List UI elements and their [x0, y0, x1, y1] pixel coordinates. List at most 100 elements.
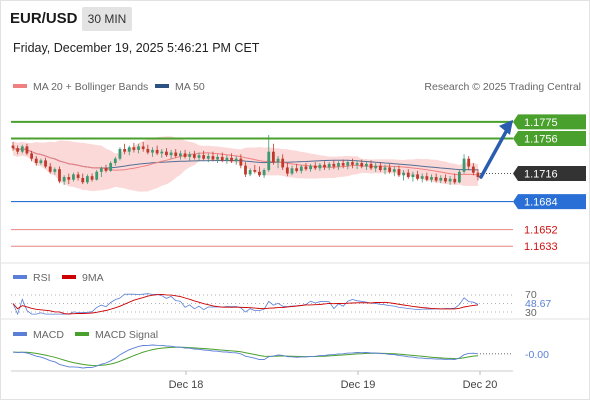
candle-body: [95, 171, 99, 180]
candle-body: [313, 165, 317, 169]
candle-body: [341, 163, 345, 166]
candle-body: [360, 163, 364, 167]
rsi-ma-legend-label: 9MA: [82, 272, 104, 284]
candle: [11, 142, 15, 151]
candle: [179, 150, 182, 160]
level-layer: 1.1775 1.1756 1.1716 1.1684 1.1652 1.1633: [11, 114, 586, 253]
candle-body: [388, 167, 392, 172]
candle-body: [383, 167, 387, 171]
candle: [248, 168, 252, 177]
candle-body: [206, 156, 210, 159]
candle-body: [192, 154, 196, 158]
candle: [81, 173, 85, 185]
candle-body: [448, 178, 452, 182]
candle-body: [439, 177, 443, 181]
candle: [151, 147, 154, 157]
level-1.1775: 1.1775: [11, 114, 586, 130]
timestamp: Friday, December 19, 2025 5:46:21 PM CET: [13, 41, 260, 55]
candle-body: [141, 146, 145, 150]
ma50-legend-label: MA 50: [175, 81, 205, 93]
candle: [476, 169, 480, 181]
candle: [411, 171, 415, 182]
candle: [434, 173, 438, 183]
candle-body: [188, 154, 192, 157]
rsi-ma-line: [12, 293, 479, 315]
ma20-line: [12, 147, 479, 176]
candle-body: [411, 174, 415, 178]
candle: [155, 145, 159, 156]
candle-body: [416, 174, 419, 179]
candle: [58, 166, 61, 184]
candle-body: [244, 165, 247, 175]
candle: [67, 173, 71, 185]
candle: [230, 153, 233, 164]
rsi-value-label: 48.67: [525, 298, 551, 310]
candle: [462, 154, 466, 174]
candle: [90, 173, 94, 182]
candle: [16, 145, 20, 155]
candle: [425, 172, 429, 182]
candle-body: [76, 174, 80, 178]
rsi-tick-70: 70: [525, 289, 537, 301]
candle: [327, 162, 331, 171]
candle-body: [127, 147, 131, 152]
candle-body: [30, 153, 33, 159]
timeframe-button[interactable]: 30 MIN: [82, 7, 132, 31]
candle: [467, 156, 471, 171]
candle: [39, 158, 43, 165]
candle: [285, 163, 289, 177]
candle-body: [169, 152, 173, 156]
candle-body: [332, 163, 336, 167]
level-1.1652: 1.1652: [11, 225, 558, 237]
candle: [44, 157, 47, 169]
candle-body: [16, 148, 20, 152]
candle: [313, 162, 317, 171]
candle-body: [378, 165, 382, 171]
candle: [104, 164, 108, 173]
rsi-legend-swatch: [13, 275, 27, 279]
candle: [53, 167, 57, 175]
candle: [220, 152, 224, 163]
candle: [141, 142, 145, 152]
candle-body: [337, 163, 340, 167]
candle: [420, 173, 424, 183]
candle: [258, 166, 261, 178]
candle-body: [72, 174, 75, 180]
candle: [351, 158, 354, 169]
candle: [309, 163, 312, 172]
candle: [262, 168, 266, 178]
candle: [72, 172, 75, 182]
candle: [295, 163, 299, 173]
macd-legend-label: MACD: [33, 329, 64, 341]
candle-body: [462, 158, 466, 172]
candle: [323, 161, 326, 171]
candle-body: [239, 158, 243, 166]
candle: [360, 159, 364, 169]
rsi-ma-legend-swatch: [62, 275, 76, 279]
candle-body: [20, 146, 24, 152]
pivot-label: 1.1684: [524, 197, 558, 209]
macd-signal-legend-label: MACD Signal: [95, 329, 158, 341]
candle: [416, 170, 419, 181]
forecast-arrowhead: [499, 119, 513, 135]
candle-body: [327, 163, 331, 168]
x-label-dec20: Dec 20: [463, 379, 498, 391]
candle: [346, 160, 350, 170]
support-label: 1.1633: [524, 241, 558, 253]
candle-body: [346, 162, 350, 166]
rsi-layer: [11, 293, 513, 316]
candle-body: [467, 158, 471, 167]
candle: [113, 156, 117, 166]
candle-body: [165, 151, 168, 156]
candle: [458, 170, 461, 184]
level-1.1716: 1.1716: [480, 166, 586, 182]
candle-body: [58, 169, 61, 182]
candle: [365, 161, 368, 171]
macd-layer: [12, 344, 513, 369]
candle-body: [392, 169, 396, 172]
candle-body: [406, 172, 410, 178]
candle: [188, 151, 192, 161]
candle-body: [99, 168, 103, 172]
candle: [197, 152, 201, 162]
x-label-dec19: Dec 19: [341, 379, 376, 391]
